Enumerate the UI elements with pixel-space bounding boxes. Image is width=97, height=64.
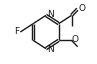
Text: N: N — [48, 10, 54, 19]
Text: N: N — [48, 45, 54, 54]
Text: F: F — [15, 28, 20, 36]
Text: O: O — [72, 35, 79, 44]
Text: O: O — [78, 4, 85, 13]
